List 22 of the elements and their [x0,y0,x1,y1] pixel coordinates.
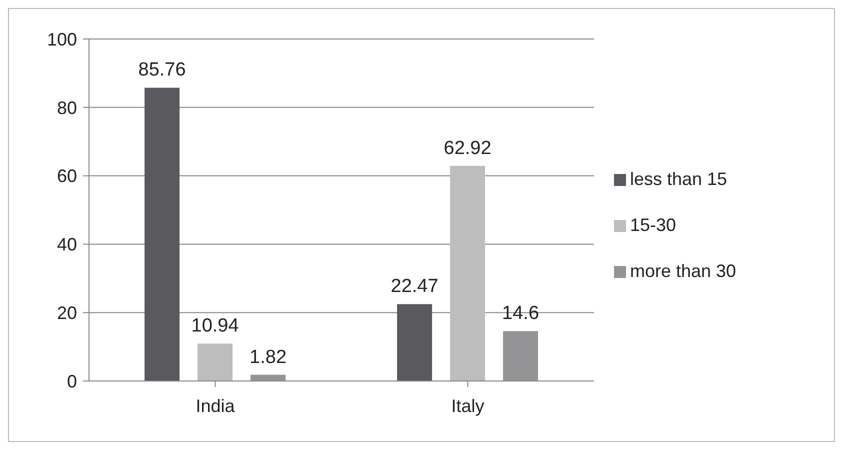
data-label: 14.6 [502,303,540,324]
bar [503,331,538,381]
x-tick-label: Italy [451,396,484,416]
bar [144,88,180,381]
y-tick-label: 20 [56,302,77,323]
data-label: 1.82 [250,346,287,368]
bar [198,344,233,381]
y-tick-label: 40 [56,234,77,255]
legend-label: less than 15 [630,169,728,189]
data-label: 22.47 [390,276,438,298]
x-tick-label: India [196,396,236,416]
bar [397,304,432,381]
y-tick-label: 0 [66,371,77,392]
y-tick-label: 100 [46,29,77,50]
data-label: 85.76 [138,60,186,81]
y-tick-label: 80 [56,98,77,118]
bar [450,166,486,381]
y-tick-label: 60 [56,166,77,186]
data-label: 62.92 [444,138,492,159]
data-label: 10.94 [191,316,240,337]
legend-label: 15-30 [630,215,676,235]
legend-label: more than 30 [630,261,736,281]
